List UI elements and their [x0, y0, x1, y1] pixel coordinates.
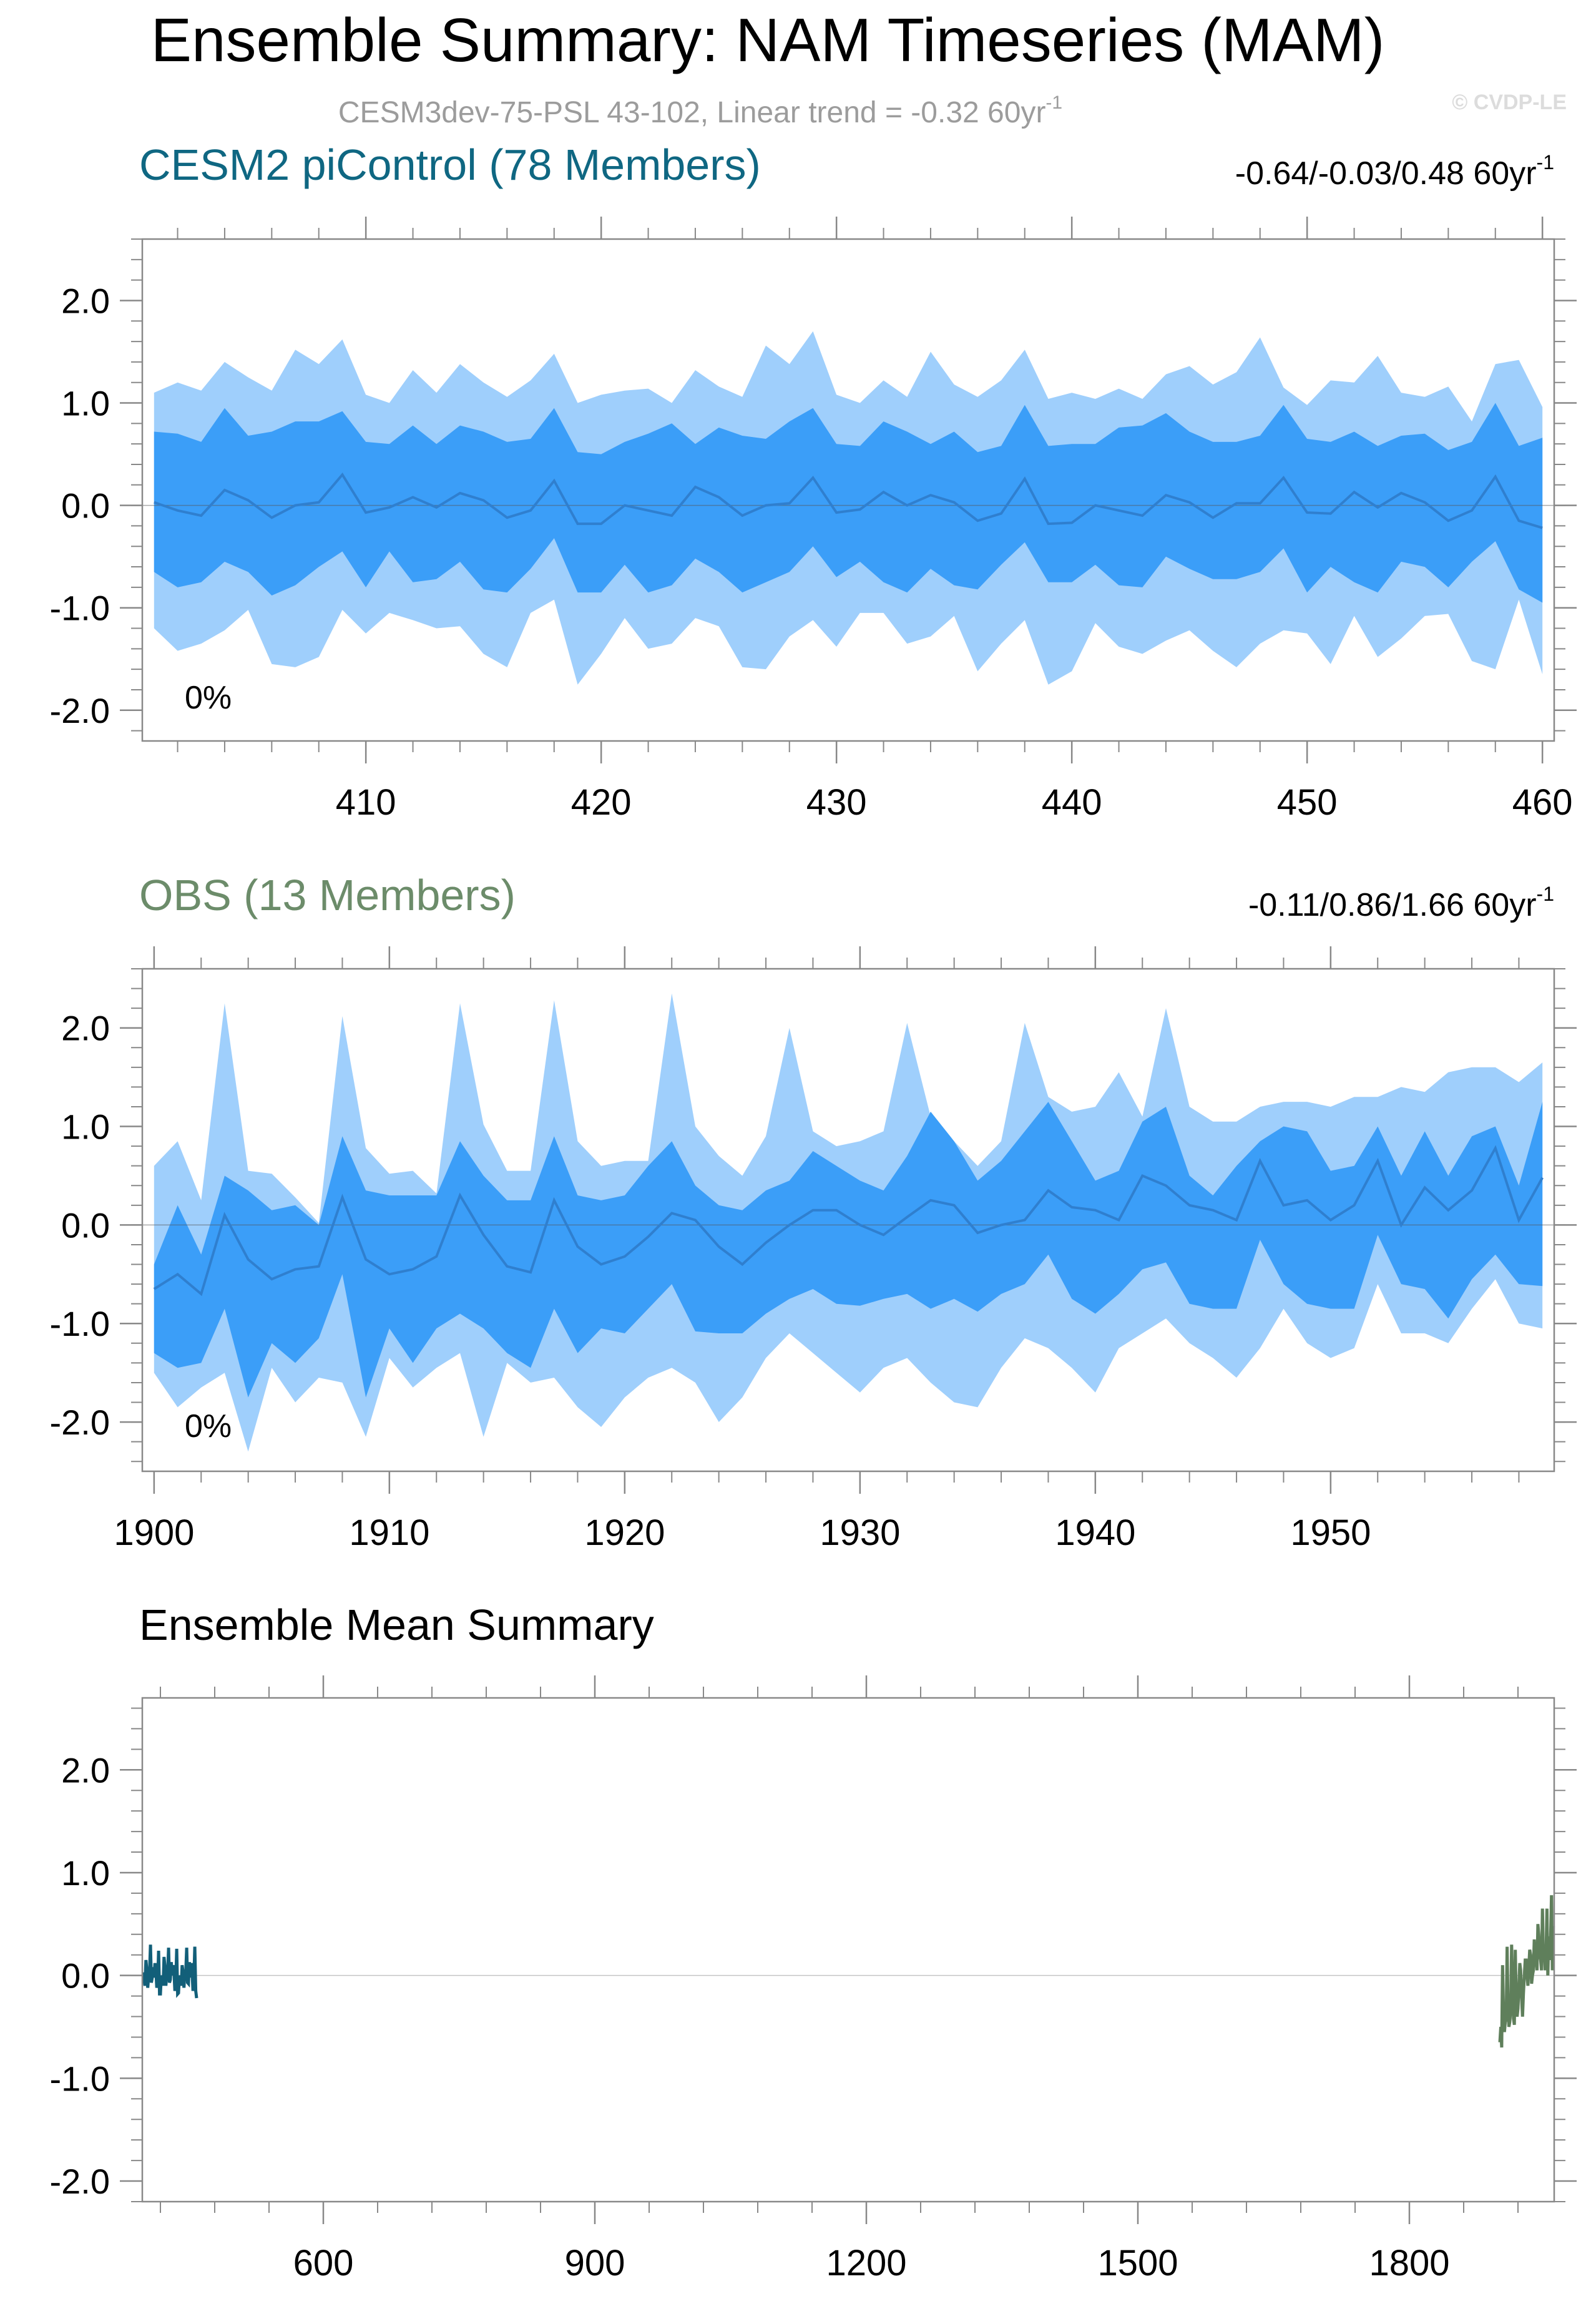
figure-subtitle: CESM3dev-75-PSL 43-102, Linear trend = -… — [338, 92, 1062, 129]
panel-cesm2-mean-line — [154, 473, 1543, 529]
panel-ensemble-mean-series-1 — [1498, 1895, 1555, 2048]
panel-obs-ytick-label: 0.0 — [61, 1205, 110, 1245]
panel-ensemble-mean-xtick-label: 1800 — [1369, 2243, 1449, 2283]
panel-ensemble-mean-ytick-label: -1.0 — [50, 2059, 110, 2098]
panel-obs-ytick-label: -2.0 — [50, 1403, 110, 1442]
panel-ensemble-mean: Ensemble Mean Summary -2.0 -1.0 0.0 1.0 2.0 6… — [50, 1601, 1577, 2283]
panel-ensemble-mean-xtick-label: 600 — [293, 2243, 354, 2283]
watermark: © CVDP-LE — [1452, 91, 1567, 114]
panel-cesm2-title: CESM2 piControl (78 Members) — [139, 140, 761, 189]
panel-obs-xtick-label: 1920 — [584, 1512, 665, 1553]
panel-cesm2-trend: -0.64/-0.03/0.48 60yr-1 — [1235, 151, 1554, 192]
panel-cesm2-ytick-label: -2.0 — [50, 691, 110, 730]
panel-obs-xtick-label: 1910 — [349, 1512, 429, 1553]
panel-obs-xtick-label: 1900 — [114, 1512, 194, 1553]
panel-ensemble-mean-xtick-label: 1500 — [1097, 2243, 1178, 2283]
panel-cesm2-xtick-label: 450 — [1277, 782, 1338, 823]
panel-obs-ytick-label: -1.0 — [50, 1304, 110, 1343]
panel-ensemble-mean-title: Ensemble Mean Summary — [139, 1601, 654, 1649]
panel-ensemble-mean-plot: -2.0 -1.0 0.0 1.0 2.0 600 900 1200 1500 1800 — [50, 1675, 1577, 2283]
panel-obs-mean-line — [153, 1145, 1544, 1297]
panel-cesm2-inner-band — [154, 403, 1543, 603]
panel-cesm2-frame — [141, 238, 1555, 742]
panel-cesm2-xtick-label: 420 — [571, 782, 632, 823]
panel-obs-plot: -2.0 -1.0 0.0 1.0 2.0 1900 1910 1920 1930 1940 195… — [50, 946, 1577, 1553]
panel-cesm2-xtick-label: 460 — [1512, 782, 1573, 823]
panel-ensemble-mean-xtick-label: 1200 — [826, 2243, 906, 2283]
panel-cesm2-ytick-label: 2.0 — [61, 281, 110, 320]
panel-cesm2-plot: -2.0 -1.0 0.0 1.0 2.0 410 420 430 440 450 460 — [50, 217, 1577, 823]
panel-obs-ytick-label: 2.0 — [61, 1009, 110, 1048]
panel-cesm2-percent: 0% — [185, 680, 232, 716]
panel-obs-frame — [141, 968, 1555, 1473]
panel-ensemble-mean-ytick-label: 0.0 — [61, 1956, 110, 1996]
panel-cesm2-ytick-label: 1.0 — [61, 384, 110, 423]
panel-ensemble-mean-ytick-label: 2.0 — [61, 1750, 110, 1790]
panel-ensemble-mean-ytick-label: 1.0 — [61, 1853, 110, 1893]
panel-obs-inner-band — [154, 1102, 1543, 1398]
panel-obs-xtick-label: 1950 — [1290, 1512, 1371, 1553]
panel-obs-ytick-label: 1.0 — [61, 1107, 110, 1147]
figure-title: Ensemble Summary: NAM Timeseries (MAM) — [151, 6, 1385, 74]
panel-obs-percent: 0% — [185, 1408, 232, 1444]
panel-cesm2: CESM2 piControl (78 Members) -0.64/-0.03… — [50, 140, 1577, 823]
panel-obs-title: OBS (13 Members) — [139, 871, 516, 919]
panel-cesm2-xtick-label: 410 — [336, 782, 396, 823]
panel-cesm2-ytick-label: 0.0 — [61, 486, 110, 526]
panel-ensemble-mean-frame — [141, 1697, 1555, 2203]
panel-ensemble-mean-series-0 — [141, 1944, 198, 1999]
panel-obs-xtick-label: 1930 — [820, 1512, 900, 1553]
panel-ensemble-mean-ytick-label: -2.0 — [50, 2162, 110, 2201]
panel-cesm2-xtick-label: 440 — [1042, 782, 1102, 823]
panel-cesm2-xtick-label: 430 — [806, 782, 867, 823]
panel-obs-trend: -0.11/0.86/1.66 60yr-1 — [1248, 883, 1554, 923]
panel-obs: OBS (13 Members) -0.11/0.86/1.66 60yr-1 … — [50, 871, 1577, 1553]
panel-obs-xtick-label: 1940 — [1055, 1512, 1135, 1553]
panel-ensemble-mean-xtick-label: 900 — [565, 2243, 625, 2283]
panel-cesm2-ytick-label: -1.0 — [50, 589, 110, 628]
